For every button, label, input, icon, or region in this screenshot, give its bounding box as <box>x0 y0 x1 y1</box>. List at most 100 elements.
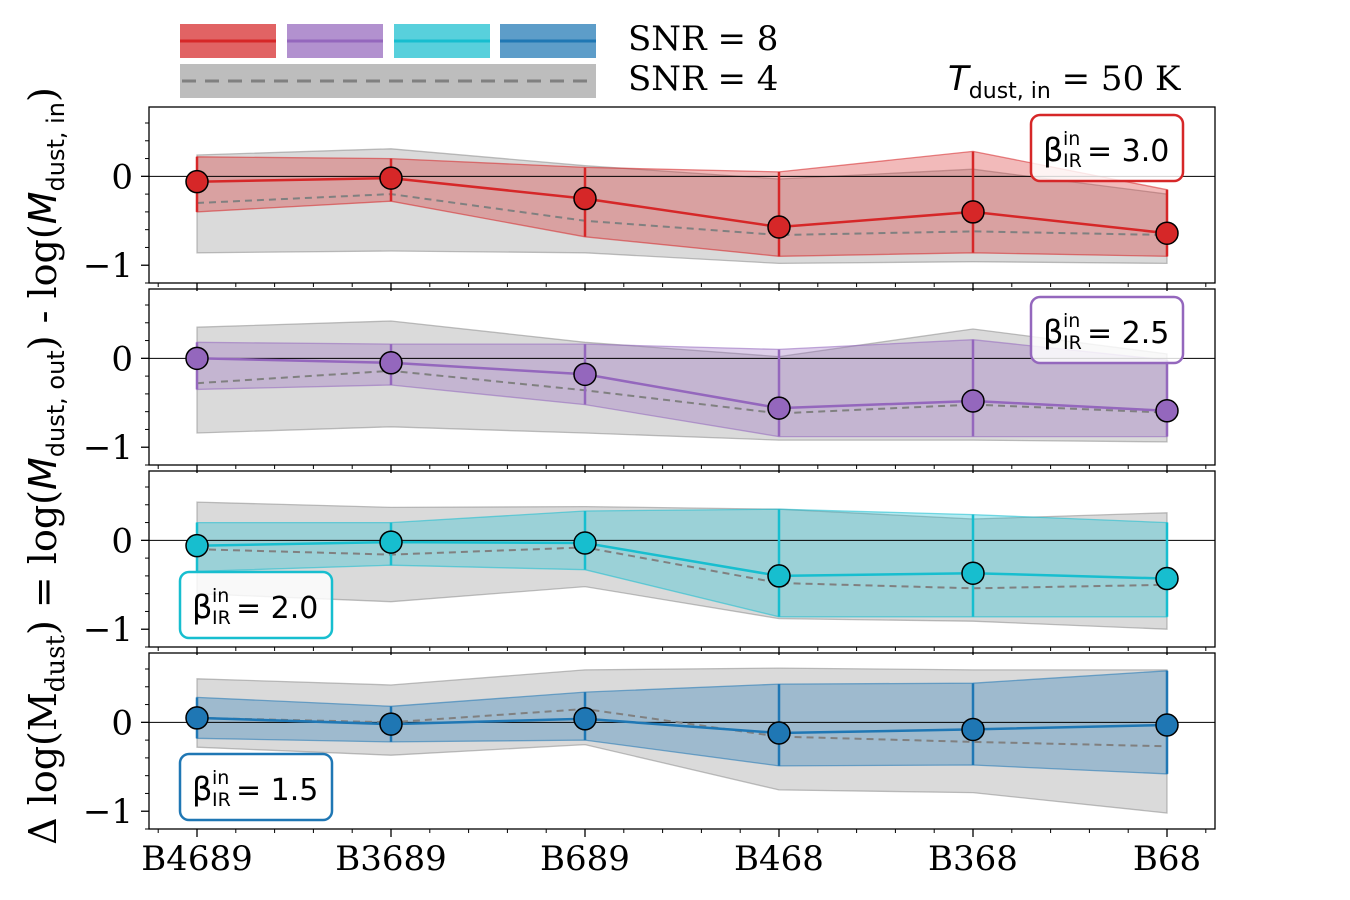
x-tick-label: B689 <box>540 839 630 879</box>
beta-superscript: in <box>212 767 229 789</box>
beta-value: = 1.5 <box>236 773 318 808</box>
ylabel-prefix: Δ log(M <box>21 692 65 845</box>
snr8-point <box>961 561 985 585</box>
panel-frame <box>148 288 1216 466</box>
beta-box <box>1029 295 1185 365</box>
snr8-point <box>379 351 403 375</box>
y-tick-label: 0 <box>111 339 133 379</box>
snr4-band <box>196 148 1168 265</box>
x-tick-label: B468 <box>734 839 824 879</box>
snr8-point <box>961 200 985 224</box>
beta-symbol: β <box>1043 131 1063 169</box>
snr8-point <box>767 215 791 239</box>
snr8-point <box>1155 566 1179 591</box>
snr8-point <box>961 389 985 413</box>
snr4-median-line <box>196 546 1168 590</box>
x-tick-label: B4689 <box>141 839 253 879</box>
snr8-point <box>961 717 985 742</box>
beta-box <box>178 752 334 822</box>
snr8-point <box>1155 221 1179 245</box>
snr8-point <box>1155 713 1179 737</box>
snr8-point <box>185 706 209 730</box>
beta-subscript: IR <box>212 607 231 629</box>
legend-snr4-label: SNR = 4 <box>628 59 778 99</box>
snr4-band <box>196 320 1168 443</box>
x-tick-label: B68 <box>1133 839 1201 879</box>
y-tick-label: −1 <box>83 428 133 468</box>
snr8-point <box>767 721 791 745</box>
snr8-median-line <box>196 716 1168 735</box>
snr8-median-line <box>196 540 1168 580</box>
temperature-symbol: T <box>948 59 971 99</box>
snr8-median-line <box>196 357 1168 413</box>
y-tick-label: 0 <box>111 157 133 197</box>
legend-snr8-swatches <box>180 24 596 58</box>
snr8-point <box>573 362 597 387</box>
beta-value: = 3.0 <box>1087 134 1169 169</box>
ylabel-end-sub: dust, in <box>42 102 70 192</box>
beta-subscript: IR <box>1063 332 1082 354</box>
beta-symbol: β <box>192 770 212 808</box>
legend-snr4-swatch <box>180 64 596 98</box>
snr8-point <box>767 396 791 420</box>
snr4-median-line <box>196 193 1168 237</box>
temperature-annotation: Tdust, in = 50 K <box>948 59 1181 104</box>
beta-symbol: β <box>1043 313 1063 351</box>
snr8-point <box>573 531 597 555</box>
snr8-point <box>379 712 403 736</box>
snr8-point <box>185 346 209 371</box>
x-tick-label: B368 <box>928 839 1018 879</box>
panel-frame <box>148 470 1216 648</box>
ylabel-close: ) <box>21 87 65 102</box>
beta-superscript: in <box>1063 128 1080 150</box>
beta-subscript: IR <box>212 789 231 811</box>
ylabel-minus: ) - log( <box>21 224 65 350</box>
y-tick-label: −1 <box>83 246 133 286</box>
snr8-point <box>573 186 597 211</box>
y-tick-label: 0 <box>111 703 133 743</box>
snr8-median-line <box>196 176 1168 235</box>
beta-superscript: in <box>1063 310 1080 332</box>
beta-value: = 2.0 <box>236 591 318 626</box>
snr8-point <box>379 166 403 190</box>
beta-subscript: IR <box>1063 150 1082 172</box>
snr8-point <box>379 530 403 554</box>
snr8-point <box>767 564 791 588</box>
panel-frame <box>148 106 1216 284</box>
snr8-point <box>185 169 209 194</box>
ylabel-mid-sub: dust, out <box>42 350 70 457</box>
temperature-value: = 50 K <box>1051 59 1181 99</box>
temperature-subscript: dust, in <box>969 79 1051 104</box>
x-tick-labels: B4689 B3689 B689 B468 B368 B68 <box>141 839 1201 879</box>
snr8-point <box>185 533 209 558</box>
ylabel-end: M <box>21 191 65 224</box>
ylabel-prefix-sub: dust <box>41 634 71 692</box>
beta-box <box>178 570 334 640</box>
snr8-point <box>1155 399 1179 423</box>
y-tick-label: 0 <box>111 521 133 561</box>
snr4-median-line <box>196 707 1168 748</box>
beta-symbol: β <box>192 588 212 626</box>
y-tick-label: −1 <box>83 792 133 832</box>
y-tick-label: −1 <box>83 610 133 650</box>
panel-plot-area <box>149 148 1215 265</box>
snr4-band <box>196 667 1168 814</box>
snr4-median-line <box>196 369 1168 415</box>
x-tick-label: B3689 <box>335 839 447 879</box>
snr8-point <box>573 707 597 731</box>
beta-box <box>1029 113 1185 183</box>
panel-plot-area <box>149 320 1215 443</box>
beta-value: = 2.5 <box>1087 316 1169 351</box>
ylabel-eq: ) = log( <box>21 490 65 635</box>
beta-superscript: in <box>212 585 229 607</box>
y-axis-label: Δ log(Mdust) = log(Mdust, out) - log(Mdu… <box>21 87 71 845</box>
